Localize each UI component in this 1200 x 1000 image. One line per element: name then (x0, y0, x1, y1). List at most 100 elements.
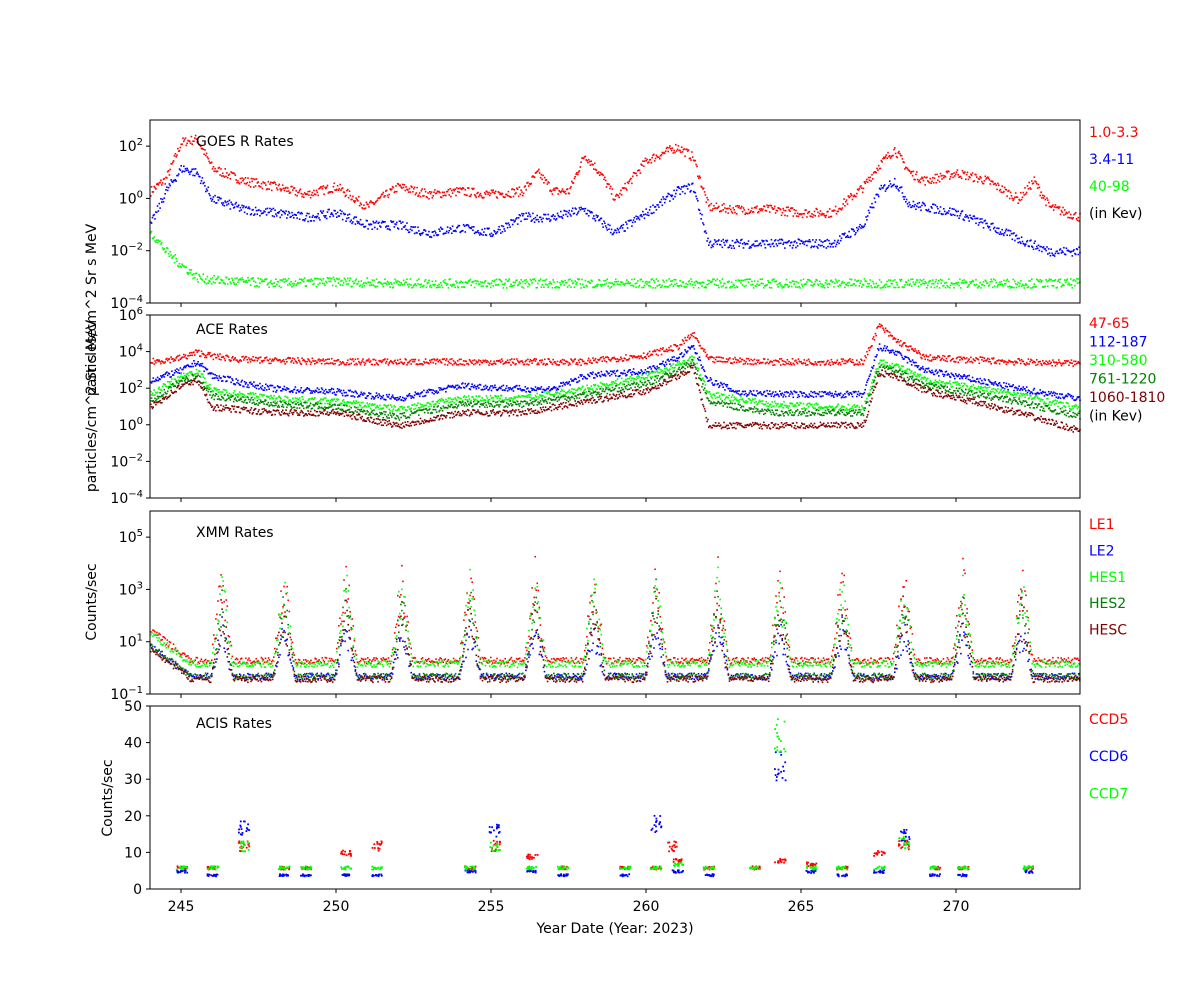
data-point (254, 359, 256, 362)
data-point (389, 397, 391, 400)
data-point (160, 375, 162, 377)
data-point (439, 389, 441, 391)
data-point (1003, 279, 1005, 282)
data-point (491, 363, 494, 366)
data-point (569, 363, 571, 365)
data-point (330, 191, 333, 193)
data-point (855, 195, 857, 198)
data-point (976, 283, 978, 286)
data-point (221, 356, 223, 358)
data-point (936, 285, 938, 288)
data-point (483, 385, 485, 388)
data-point (336, 188, 338, 191)
data-point (1074, 280, 1077, 282)
data-point (498, 278, 500, 281)
data-point (532, 175, 534, 177)
data-point (1024, 187, 1026, 189)
data-point (281, 360, 283, 363)
data-point (998, 184, 1000, 187)
data-point (299, 188, 302, 190)
data-point (617, 194, 620, 197)
data-point (361, 393, 363, 395)
data-point (846, 234, 849, 237)
data-point (917, 350, 920, 352)
data-point (866, 350, 868, 353)
data-point (956, 283, 959, 286)
data-point (987, 360, 990, 363)
data-point (492, 362, 494, 365)
data-point (198, 363, 200, 366)
data-point (343, 191, 346, 194)
data-point (165, 176, 167, 179)
data-point (777, 239, 779, 242)
data-point (653, 279, 655, 282)
data-point (1078, 281, 1080, 284)
data-point (1031, 245, 1033, 248)
data-point (877, 325, 880, 328)
data-point (896, 185, 899, 188)
data-point (1026, 239, 1029, 242)
data-point (777, 207, 779, 209)
data-point (297, 211, 299, 214)
data-point (341, 218, 344, 221)
data-point (599, 171, 602, 174)
data-point (285, 186, 287, 189)
data-point (776, 210, 779, 212)
data-point (157, 379, 160, 382)
data-point (642, 160, 644, 162)
data-point (528, 213, 531, 216)
data-point (273, 386, 275, 389)
data-point (405, 397, 407, 400)
data-point (944, 213, 947, 216)
data-point (157, 239, 160, 241)
data-point (334, 189, 336, 191)
data-point (500, 385, 503, 388)
data-point (471, 187, 473, 190)
data-point (1021, 196, 1024, 199)
data-point (464, 281, 467, 283)
data-point (177, 371, 179, 374)
data-point (981, 284, 983, 286)
data-point (423, 360, 425, 363)
data-point (816, 208, 818, 211)
data-point (478, 387, 480, 389)
data-point (837, 363, 839, 366)
data-point (287, 214, 289, 216)
data-point (166, 189, 169, 192)
data-point (797, 215, 800, 218)
data-point (358, 360, 360, 363)
data-point (312, 283, 314, 286)
data-point (735, 279, 737, 282)
data-point (703, 348, 706, 351)
data-point (811, 213, 813, 215)
data-point (459, 386, 461, 389)
data-point (490, 282, 493, 284)
data-point (890, 155, 893, 158)
data-point (256, 285, 259, 287)
data-point (314, 363, 316, 365)
data-point (1004, 360, 1007, 363)
data-point (298, 359, 300, 361)
data-point (743, 359, 746, 362)
data-point (969, 214, 971, 217)
data-point (615, 360, 618, 363)
data-point (483, 196, 485, 199)
data-point (1052, 254, 1055, 256)
data-point (544, 358, 546, 361)
data-point (363, 285, 366, 287)
data-point (251, 180, 254, 183)
data-point (444, 387, 446, 390)
data-point (165, 372, 167, 374)
data-point (791, 247, 794, 249)
data-point (560, 215, 563, 218)
data-point (247, 177, 249, 179)
data-point (991, 180, 993, 182)
data-point (236, 381, 238, 384)
data-point (521, 286, 523, 288)
data-point (456, 285, 459, 288)
data-point (889, 183, 892, 185)
data-point (1042, 197, 1045, 199)
data-point (662, 279, 664, 282)
data-point (538, 220, 540, 223)
data-point (680, 186, 683, 188)
